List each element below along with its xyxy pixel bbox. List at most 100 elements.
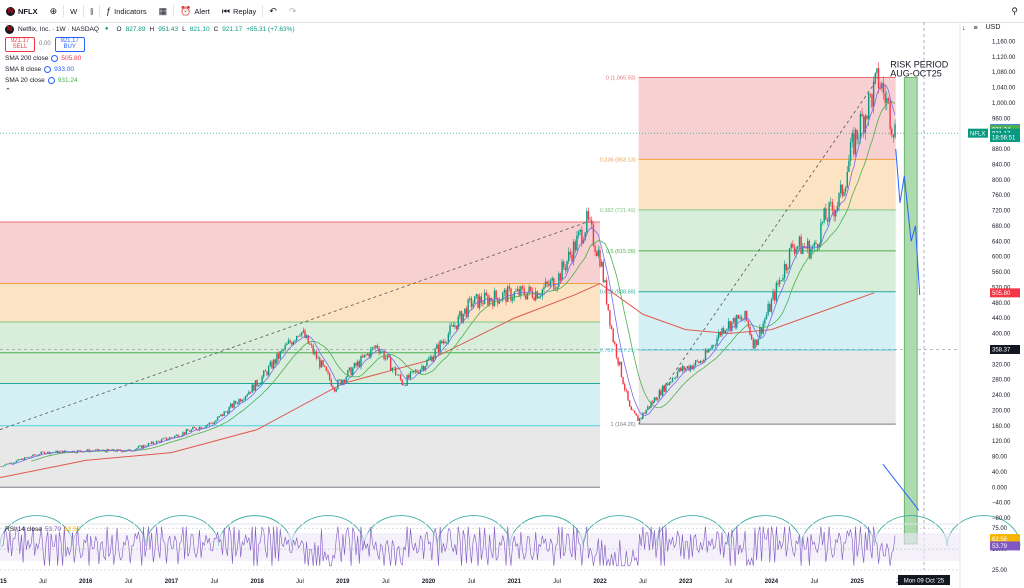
candle-body — [361, 356, 364, 358]
candle-body — [236, 403, 239, 404]
candle-body — [256, 380, 258, 387]
candle-body — [844, 187, 847, 192]
candle-body — [685, 368, 687, 371]
chart-type-button[interactable]: ⫾ — [84, 0, 99, 22]
candle-body — [205, 425, 207, 428]
candle-body — [820, 223, 822, 245]
candle-body — [831, 202, 834, 211]
x-tick-label: Jul — [382, 579, 390, 585]
candle-body — [762, 323, 764, 334]
candle-body — [653, 397, 656, 403]
layouts-button[interactable]: ▦ — [153, 0, 174, 22]
candle-body — [778, 280, 781, 285]
candle-body — [399, 374, 402, 380]
candle-body — [716, 338, 718, 346]
candle-body — [721, 328, 723, 336]
candle-body — [78, 450, 80, 451]
redo-button[interactable]: ↷ — [283, 0, 303, 22]
sma8-legend[interactable]: SMA 8 close 933.00 — [5, 64, 295, 75]
rsi-value-tag-label: 62.58 — [992, 537, 1008, 543]
candle-body — [571, 254, 573, 262]
x-tick-label: 2020 — [422, 579, 436, 585]
buy-label: BUY — [63, 44, 76, 50]
menu-icon[interactable]: ≡ — [973, 25, 978, 32]
sma20-legend[interactable]: SMA 20 close 931.24 — [5, 75, 295, 86]
candle-body — [765, 314, 768, 320]
undo-button[interactable]: ↶ — [263, 0, 283, 22]
candle-body — [563, 261, 565, 268]
candle-body — [746, 310, 748, 321]
candle-body — [739, 317, 741, 319]
compare-button[interactable]: ⊕ — [44, 0, 64, 22]
candle-body — [127, 449, 130, 451]
open-value: 827.89 — [125, 26, 146, 33]
candle-body — [462, 313, 464, 323]
candle-body — [347, 370, 349, 378]
candle-body — [637, 415, 639, 421]
x-tick-label: 2021 — [508, 579, 522, 585]
candle-body — [825, 208, 827, 220]
sma200-legend[interactable]: SMA 200 close 505.80 — [5, 53, 295, 64]
candle-body — [404, 384, 407, 386]
candle-body — [48, 451, 51, 454]
candle-body — [564, 267, 567, 271]
rsi-value-tag-label: 53.79 — [992, 544, 1008, 550]
candle-body — [803, 246, 806, 248]
candle-body — [32, 454, 34, 457]
candle-body — [597, 249, 600, 257]
candle-body — [124, 451, 126, 452]
candle-body — [806, 240, 809, 249]
indicators-button[interactable]: ƒ Indicators — [100, 0, 153, 22]
candle-body — [620, 361, 623, 378]
download-icon[interactable]: ↓ — [962, 25, 966, 32]
risk-period-label: RISK PERIOD — [890, 60, 949, 70]
candle-body — [813, 242, 815, 247]
trend-line-right — [638, 77, 879, 425]
candle-body — [754, 339, 756, 349]
interval-button[interactable]: W — [64, 0, 83, 22]
candle-body — [614, 342, 616, 345]
candle-body — [767, 303, 769, 315]
candle-body — [228, 407, 230, 414]
candle-body — [558, 273, 560, 287]
candle-body — [421, 366, 423, 370]
buy-button[interactable]: 921.17 BUY — [54, 36, 85, 52]
candle-body — [704, 350, 707, 361]
candle-body — [0, 466, 1, 467]
chart-canvas[interactable]: 0 (1,065.93) 0.236 (853.13) 0.382 (721.49)… — [0, 22, 1024, 588]
candle-body — [709, 348, 712, 350]
collapse-legend-button[interactable]: ⌃ — [5, 86, 295, 97]
candle-body — [315, 351, 318, 359]
settings-icon[interactable] — [44, 66, 52, 73]
candle-body — [241, 400, 244, 402]
candle-body — [401, 379, 403, 385]
candle-body — [324, 365, 326, 367]
candle-body — [777, 282, 779, 285]
candle-body — [828, 202, 830, 222]
alert-button[interactable]: ⏰ Alert — [174, 0, 216, 22]
fib-right-zone — [638, 250, 896, 292]
sell-button[interactable]: 921.17 SELL — [5, 36, 35, 52]
candle-body — [774, 292, 776, 301]
fib-right-level-label: 0.236 (853.13) — [600, 157, 636, 163]
candle-body — [589, 219, 591, 221]
settings-icon[interactable] — [51, 55, 59, 62]
candle-body — [439, 340, 441, 353]
fib-right-level-label: 0 (1,065.93) — [606, 76, 636, 82]
candle-body — [472, 303, 474, 307]
candle-body — [162, 438, 164, 440]
candle-body — [210, 422, 212, 424]
candle-body — [80, 450, 82, 452]
settings-icon[interactable] — [47, 77, 55, 84]
currency-label[interactable]: USD — [985, 24, 1001, 31]
search-button[interactable]: ⚲ — [1005, 0, 1024, 22]
candle-body — [188, 431, 191, 432]
candle-body — [525, 295, 527, 300]
candle-body — [853, 133, 855, 155]
replay-button[interactable]: ⏮ Replay — [216, 0, 262, 22]
candle-body — [328, 373, 331, 380]
symbol-search[interactable]: N NFLX — [0, 0, 44, 22]
indicators-label: Indicators — [114, 6, 147, 16]
candle-body — [717, 332, 720, 339]
candle-body — [802, 246, 804, 254]
